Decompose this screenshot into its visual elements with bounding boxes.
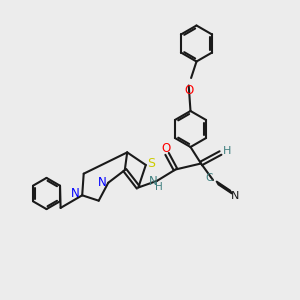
Text: H: H [223, 146, 231, 156]
Text: O: O [184, 84, 193, 97]
Text: H: H [154, 182, 162, 193]
Text: O: O [161, 142, 170, 155]
Text: S: S [147, 157, 155, 170]
Text: N: N [71, 187, 80, 200]
Text: C: C [206, 172, 213, 183]
Text: N: N [148, 175, 158, 188]
Text: N: N [98, 176, 107, 189]
Text: N: N [230, 190, 239, 201]
